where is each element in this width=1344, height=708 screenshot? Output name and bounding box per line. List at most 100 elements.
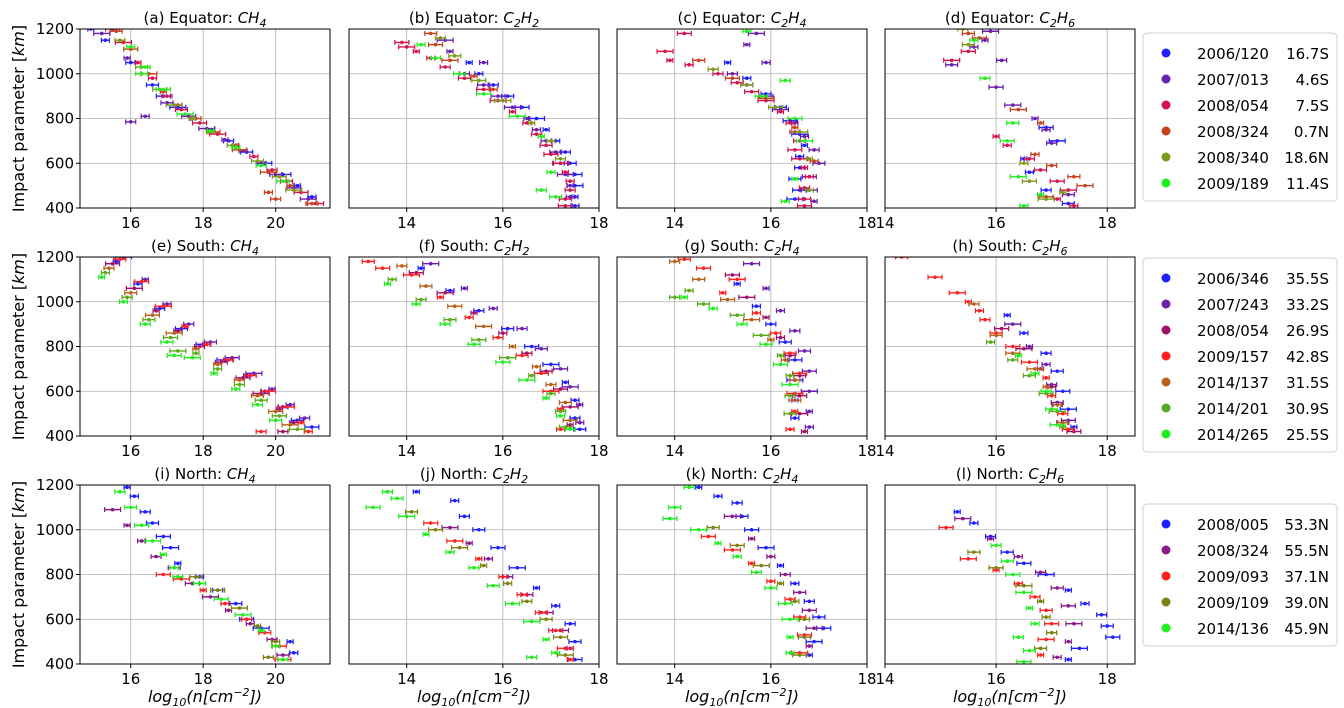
data-point xyxy=(803,135,807,139)
data-point xyxy=(1028,345,1032,349)
data-point xyxy=(277,175,281,179)
data-point xyxy=(783,573,787,577)
data-point xyxy=(259,430,263,434)
panel-title-sub: 4 xyxy=(249,473,256,486)
data-point xyxy=(277,414,281,418)
legend-1: 2006/346 35.5S2007/243 33.2S2008/054 26.9S2… xyxy=(1143,258,1337,452)
x-tick-label: 14 xyxy=(875,442,894,460)
data-point xyxy=(1105,624,1109,628)
data-point xyxy=(1028,606,1032,610)
data-point xyxy=(769,555,773,559)
data-point xyxy=(453,499,457,503)
data-point xyxy=(310,425,314,429)
legend-entry-label: 2008/324 0.7N xyxy=(1197,123,1329,141)
data-point xyxy=(463,76,467,80)
x-tick-label: 18 xyxy=(589,214,608,232)
data-point xyxy=(812,199,816,203)
legend-marker xyxy=(1162,274,1171,283)
data-point xyxy=(209,595,213,599)
data-point xyxy=(1061,389,1065,393)
data-point xyxy=(419,266,423,270)
x-tick-label: 16 xyxy=(121,670,140,688)
data-point xyxy=(111,262,115,266)
data-point xyxy=(1011,358,1015,362)
y-tick-label: 1200 xyxy=(36,248,74,266)
data-point xyxy=(187,114,191,118)
data-point xyxy=(788,383,792,387)
legend-entry-date: 2014/201 xyxy=(1197,400,1269,418)
data-point xyxy=(1050,385,1054,389)
panel-title: (f) South: C2H2 xyxy=(419,237,530,258)
data-point xyxy=(994,135,998,139)
legend-entry-date: 2009/109 xyxy=(1197,594,1269,612)
data-point xyxy=(759,334,763,338)
data-point xyxy=(183,325,187,329)
plot-area xyxy=(88,27,324,207)
data-point xyxy=(467,61,471,65)
data-point xyxy=(568,427,572,431)
data-point xyxy=(1067,407,1071,411)
data-point xyxy=(125,56,129,60)
data-point xyxy=(808,175,812,179)
data-point xyxy=(994,85,998,89)
data-point xyxy=(511,345,515,349)
x-tick-label: 20 xyxy=(266,670,285,688)
data-point xyxy=(306,197,310,201)
data-point xyxy=(933,275,937,279)
data-point xyxy=(1044,188,1048,192)
legend-2: 2008/005 53.3N2008/324 55.5N2009/093 37.1N2… xyxy=(1143,504,1337,646)
panel-title-sub2: 6 xyxy=(1057,473,1064,486)
data-point xyxy=(506,94,510,98)
legend-entry-date: 2014/137 xyxy=(1197,374,1269,392)
data-point xyxy=(256,403,260,407)
panel-title-sub2: 4 xyxy=(793,245,800,258)
data-point xyxy=(183,112,187,116)
data-point xyxy=(530,655,534,659)
data-point xyxy=(496,546,500,550)
legend-entry-date: 2006/346 xyxy=(1197,270,1269,288)
data-point xyxy=(750,528,754,532)
data-point xyxy=(1039,121,1043,125)
data-point xyxy=(1072,175,1076,179)
data-point xyxy=(267,191,271,195)
plot-area xyxy=(395,31,583,208)
plot-area xyxy=(944,27,1093,209)
x-tick-label: 18 xyxy=(194,670,213,688)
panel-title-molecule2: H xyxy=(1057,9,1068,27)
data-point xyxy=(530,620,534,624)
data-point xyxy=(256,624,260,628)
data-point xyxy=(1033,153,1037,157)
data-point xyxy=(779,309,783,313)
data-point xyxy=(793,358,797,362)
x-tick-label: 18 xyxy=(194,442,213,460)
data-point xyxy=(238,383,242,387)
data-point xyxy=(256,394,260,398)
legend-entry-label: 2009/093 37.1N xyxy=(1197,568,1329,586)
panel-b: 14 16 18(b) Equator: C2H2 xyxy=(349,9,609,232)
data-point xyxy=(564,381,568,385)
plot-area xyxy=(670,257,818,434)
data-point xyxy=(443,291,447,295)
data-point xyxy=(559,367,563,371)
x-tick-label: 16 xyxy=(121,442,140,460)
legend-entry-label: 2008/054 7.5S xyxy=(1197,97,1329,115)
panel-title-sub2: 4 xyxy=(799,17,806,30)
data-point xyxy=(793,582,797,586)
panel-title-sub2: 2 xyxy=(521,473,528,486)
data-point xyxy=(443,322,447,326)
y-tick-label: 1000 xyxy=(36,293,74,311)
legend-entry-label: 2008/324 55.5N xyxy=(1197,542,1329,560)
data-point xyxy=(270,387,274,391)
data-point xyxy=(511,602,515,606)
data-point xyxy=(1044,351,1048,355)
x-axis-label-exp: −2 xyxy=(770,686,786,699)
data-point xyxy=(114,29,118,33)
data-point xyxy=(1044,376,1048,380)
data-point xyxy=(568,419,572,423)
data-point xyxy=(944,526,948,530)
data-point xyxy=(288,640,292,644)
data-point xyxy=(381,266,385,270)
panel-title-prefix: (g) South: xyxy=(684,237,763,255)
data-point xyxy=(783,199,787,203)
data-point xyxy=(530,374,534,378)
